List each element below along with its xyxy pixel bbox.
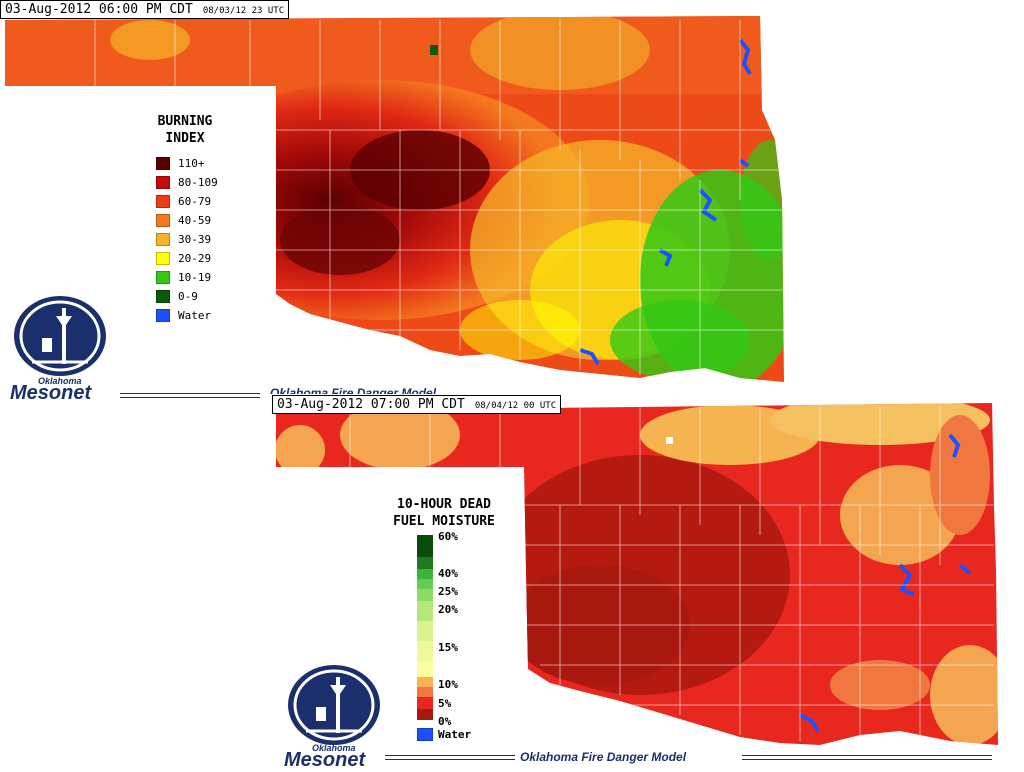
legend-label: Water [178,309,212,322]
mesonet-logo: Oklahoma Mesonet [282,663,402,771]
legend-title-line2: FUEL MOISTURE [393,514,495,529]
legend-item: 10-19 [156,271,211,285]
logo-text-mesonet: Mesonet [10,382,92,404]
scale-label: 25% [438,585,458,598]
footer-rule [385,755,515,756]
legend-label: 0-9 [178,290,198,303]
legend-item: 40-59 [156,214,211,228]
scale-label: 15% [438,641,458,654]
scale-label: 0% [438,715,452,728]
legend-swatch [156,309,170,322]
scale-label: 40% [438,567,458,580]
scale-label: 5% [438,697,452,710]
fuel-moisture-timestamp: 03-Aug-2012 07:00 PM CDT 08/04/12 00 UTC [272,395,562,414]
legend-swatch [417,728,433,741]
legend-swatch [156,233,170,246]
mesonet-logo-icon [288,665,380,745]
timestamp-local: 03-Aug-2012 06:00 PM CDT [5,2,193,17]
legend-label: 20-29 [178,252,212,265]
burning-index-timestamp: 03-Aug-2012 06:00 PM CDT 08/03/12 23 UTC [0,0,290,19]
legend-title-line2: INDEX [165,131,205,146]
legend-item: 30-39 [156,233,211,247]
timestamp-local: 03-Aug-2012 07:00 PM CDT [277,397,465,412]
water-legend-item: Water [417,728,471,742]
footer-title: Oklahoma Fire Danger Model [520,750,687,764]
scale-label: 60% [438,530,458,543]
scale-label: 20% [438,603,458,616]
legend-item: 80-109 [156,176,218,190]
legend-item: 0-9 [156,290,198,304]
burning-index-legend-title: BURNING INDEX [140,113,230,147]
mesonet-logo: Oklahoma Mesonet [8,294,128,404]
logo-text-mesonet: Mesonet [284,749,366,771]
legend-title-line1: BURNING [157,114,213,129]
footer-rule [742,755,992,756]
legend-title-line1: 10-HOUR DEAD [397,497,491,512]
legend-label: Water [438,728,472,741]
legend-swatch [156,214,170,227]
legend-swatch [156,271,170,284]
timestamp-utc: 08/04/12 00 UTC [474,401,557,411]
fuel-moisture-colorbar [417,535,433,720]
legend-label: 80-109 [178,176,218,189]
burning-index-panel: 03-Aug-2012 06:00 PM CDT 08/03/12 23 UTC … [0,0,784,404]
legend-swatch [156,157,170,170]
logo-text-oklahoma: Oklahoma [312,743,356,753]
footer-rule [385,759,515,760]
legend-item: 60-79 [156,195,211,209]
timestamp-utc: 08/03/12 23 UTC [202,6,285,16]
legend-swatch [156,252,170,265]
mesonet-logo-icon [14,296,106,376]
footer-rule [120,397,260,398]
fuel-moisture-panel: 03-Aug-2012 07:00 PM CDT 08/04/12 00 UTC … [0,395,1024,771]
scale-label: 10% [438,678,458,691]
legend-item: Water [156,309,211,323]
legend-label: 30-39 [178,233,212,246]
footer-rule [120,393,260,394]
legend-label: 40-59 [178,214,212,227]
logo-text-oklahoma: Oklahoma [38,376,82,386]
footer-title: Oklahoma Fire Danger Model [270,386,437,394]
legend-swatch [156,176,170,189]
legend-label: 60-79 [178,195,212,208]
fuel-moisture-legend-title: 10-HOUR DEAD FUEL MOISTURE [382,496,506,530]
burning-index-map [5,16,784,382]
legend-label: 110+ [178,157,205,170]
legend-label: 10-19 [178,271,212,284]
footer-rule [742,759,992,760]
legend-swatch [156,290,170,303]
fuel-moisture-map [276,403,998,745]
legend-item: 110+ [156,157,205,171]
legend-swatch [156,195,170,208]
legend-item: 20-29 [156,252,211,266]
